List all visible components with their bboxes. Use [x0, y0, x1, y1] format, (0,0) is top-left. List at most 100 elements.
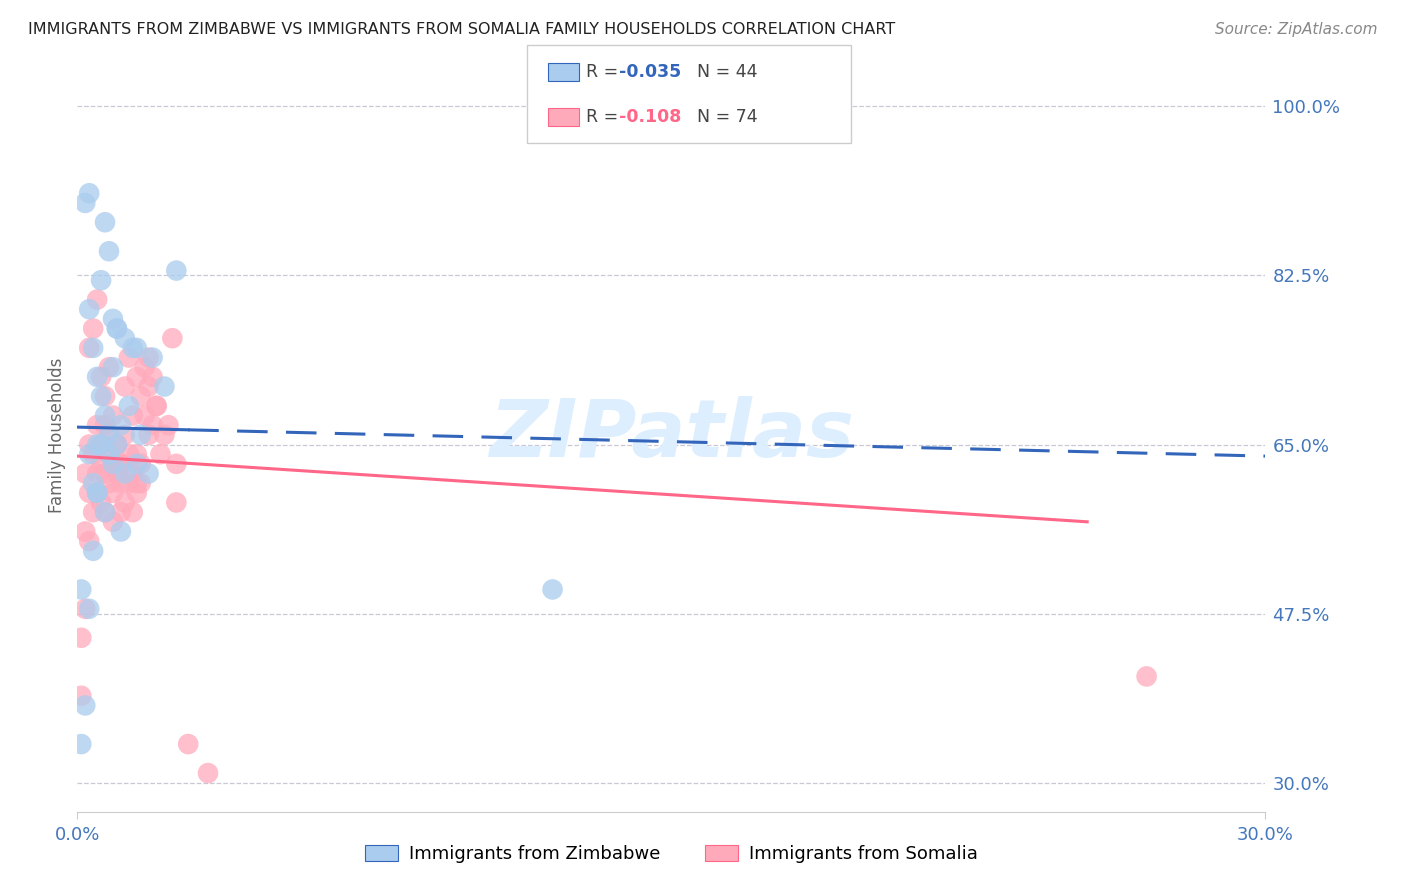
Point	[118, 476, 141, 491]
Point	[145, 399, 167, 413]
Point	[114, 331, 136, 345]
Point	[125, 447, 148, 461]
Point	[90, 437, 112, 451]
Point	[153, 427, 176, 442]
Point	[114, 467, 136, 481]
Text: N = 44: N = 44	[686, 63, 758, 81]
Point	[90, 370, 112, 384]
Point	[149, 447, 172, 461]
Point	[70, 631, 93, 645]
Point	[129, 457, 152, 471]
Point	[77, 447, 100, 461]
Text: -0.108: -0.108	[619, 108, 681, 126]
Point	[75, 196, 97, 211]
Point	[134, 409, 156, 423]
Text: -0.035: -0.035	[619, 63, 681, 81]
Point	[90, 437, 112, 451]
Point	[110, 457, 132, 471]
Text: IMMIGRANTS FROM ZIMBABWE VS IMMIGRANTS FROM SOMALIA FAMILY HOUSEHOLDS CORRELATIO: IMMIGRANTS FROM ZIMBABWE VS IMMIGRANTS F…	[28, 22, 896, 37]
Point	[153, 379, 176, 393]
Text: R =: R =	[586, 108, 624, 126]
Point	[125, 476, 148, 491]
Point	[1136, 669, 1159, 683]
Point	[125, 457, 148, 471]
Point	[177, 737, 200, 751]
Point	[77, 486, 100, 500]
Point	[114, 379, 136, 393]
Y-axis label: Family Households: Family Households	[48, 357, 66, 513]
Point	[82, 321, 104, 335]
Point	[70, 737, 93, 751]
Point	[118, 399, 141, 413]
Point	[90, 273, 112, 287]
Point	[94, 505, 117, 519]
Point	[121, 341, 143, 355]
Point	[82, 505, 104, 519]
Point	[101, 515, 124, 529]
Point	[98, 447, 121, 461]
Point	[125, 486, 148, 500]
Point	[138, 427, 160, 442]
Point	[105, 437, 128, 451]
Text: Source: ZipAtlas.com: Source: ZipAtlas.com	[1215, 22, 1378, 37]
Point	[98, 360, 121, 375]
Point	[86, 486, 108, 500]
Text: ZIPatlas: ZIPatlas	[489, 396, 853, 474]
Point	[101, 312, 124, 326]
Point	[75, 467, 97, 481]
Point	[82, 543, 104, 558]
Point	[110, 418, 132, 433]
Legend: Immigrants from Zimbabwe, Immigrants from Somalia: Immigrants from Zimbabwe, Immigrants fro…	[359, 838, 984, 871]
Point	[138, 379, 160, 393]
Point	[121, 467, 143, 481]
Text: R =: R =	[586, 63, 624, 81]
Point	[94, 389, 117, 403]
Point	[86, 486, 108, 500]
Point	[86, 467, 108, 481]
Point	[77, 534, 100, 549]
Point	[90, 437, 112, 451]
Point	[118, 447, 141, 461]
Point	[75, 602, 97, 616]
Point	[110, 505, 132, 519]
Point	[98, 476, 121, 491]
Point	[94, 467, 117, 481]
Point	[90, 457, 112, 471]
Point	[70, 582, 93, 597]
Point	[105, 437, 128, 451]
Point	[94, 505, 117, 519]
Point	[101, 360, 124, 375]
Point	[157, 418, 180, 433]
Point	[129, 476, 152, 491]
Point	[165, 263, 187, 277]
Point	[86, 437, 108, 451]
Point	[77, 602, 100, 616]
Point	[162, 331, 184, 345]
Point	[75, 698, 97, 713]
Point	[541, 582, 564, 597]
Point	[105, 321, 128, 335]
Point	[105, 321, 128, 335]
Point	[75, 524, 97, 539]
Point	[86, 486, 108, 500]
Point	[114, 427, 136, 442]
Point	[105, 467, 128, 481]
Point	[129, 389, 152, 403]
Point	[110, 457, 132, 471]
Point	[90, 495, 112, 509]
Point	[138, 467, 160, 481]
Point	[101, 457, 124, 471]
Point	[77, 302, 100, 317]
Point	[138, 351, 160, 365]
Point	[121, 409, 143, 423]
Point	[101, 409, 124, 423]
Point	[77, 186, 100, 201]
Point	[82, 447, 104, 461]
Point	[142, 370, 165, 384]
Point	[94, 215, 117, 229]
Point	[82, 341, 104, 355]
Point	[86, 418, 108, 433]
Point	[142, 418, 165, 433]
Point	[86, 293, 108, 307]
Point	[101, 457, 124, 471]
